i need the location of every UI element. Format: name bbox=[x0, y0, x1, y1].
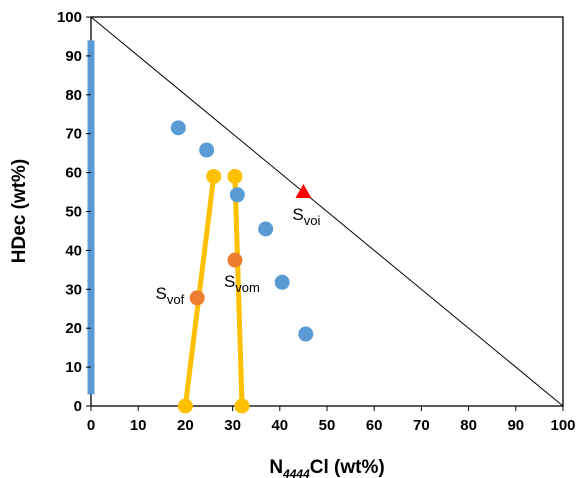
y-tick-label-10: 10 bbox=[65, 359, 82, 376]
saturation-point-marker bbox=[295, 184, 312, 199]
label-vof-main: S bbox=[156, 284, 167, 303]
y-tick-label-30: 30 bbox=[65, 281, 82, 298]
y-tick-label-80: 80 bbox=[65, 87, 82, 104]
mixture-point-vof bbox=[189, 290, 205, 306]
x-tick-label-90: 90 bbox=[507, 417, 524, 434]
binodal-point-1 bbox=[170, 120, 186, 136]
y-tick-label-40: 40 bbox=[65, 242, 82, 259]
x-tick-label-40: 40 bbox=[271, 417, 288, 434]
label-voi: Svoi bbox=[292, 205, 320, 228]
x-tick-label-60: 60 bbox=[366, 417, 383, 434]
x-tick-label-80: 80 bbox=[460, 417, 477, 434]
marks-layer bbox=[170, 120, 314, 414]
x-tick-label-100: 100 bbox=[550, 417, 575, 434]
y-tick-label-60: 60 bbox=[65, 165, 82, 182]
x-tick-label-0: 0 bbox=[87, 417, 95, 434]
x-axis-title-main: N bbox=[269, 457, 283, 478]
binodal-point-2 bbox=[199, 142, 215, 158]
y-tick-label-70: 70 bbox=[65, 126, 82, 143]
y-tick-label-50: 50 bbox=[65, 204, 82, 221]
binodal-point-6 bbox=[298, 326, 314, 342]
tie-line-2 bbox=[232, 173, 245, 409]
y-axis-title: HDec (wt%) bbox=[9, 159, 30, 264]
label-vom-main: S bbox=[224, 272, 235, 291]
x-tick-label-30: 30 bbox=[224, 417, 241, 434]
label-vof-sub: vof bbox=[167, 292, 185, 307]
x-axis-title: N4444Cl (wt%) bbox=[269, 457, 384, 478]
y-tick-label-20: 20 bbox=[65, 320, 82, 337]
x-axis-title-sub: 4444 bbox=[282, 467, 310, 478]
label-voi-main: S bbox=[292, 205, 303, 224]
label-vom-sub: vom bbox=[235, 280, 260, 295]
y-tick-label-0: 0 bbox=[74, 398, 82, 415]
binodal-point-5 bbox=[274, 274, 290, 290]
label-voi-sub: voi bbox=[304, 213, 321, 228]
y-tick-label-100: 100 bbox=[57, 9, 82, 26]
label-vof: Svof bbox=[156, 284, 185, 307]
tie-line-2-end-1 bbox=[234, 398, 250, 414]
x-tick-label-20: 20 bbox=[177, 417, 194, 434]
label-vom: Svom bbox=[224, 272, 260, 295]
tie-line-2-end-2 bbox=[227, 168, 243, 184]
x-tick-label-10: 10 bbox=[130, 417, 147, 434]
y-tick-label-90: 90 bbox=[65, 48, 82, 65]
mixture-point-vom bbox=[227, 252, 243, 268]
tie-line-1-end-2 bbox=[206, 168, 222, 184]
binodal-point-3 bbox=[229, 187, 245, 203]
x-tick-label-50: 50 bbox=[319, 417, 336, 434]
diagonal-line bbox=[90, 16, 564, 407]
x-axis-title-rest: Cl (wt%) bbox=[310, 457, 385, 478]
x-tick-label-70: 70 bbox=[413, 417, 430, 434]
binodal-point-4 bbox=[258, 221, 274, 237]
ticks-layer: 0 10 20 30 40 50 60 70 80 90 100 0 10 20 30 40 50 60 70 80 9… bbox=[57, 9, 576, 434]
tie-line-1-end-1 bbox=[177, 398, 193, 414]
